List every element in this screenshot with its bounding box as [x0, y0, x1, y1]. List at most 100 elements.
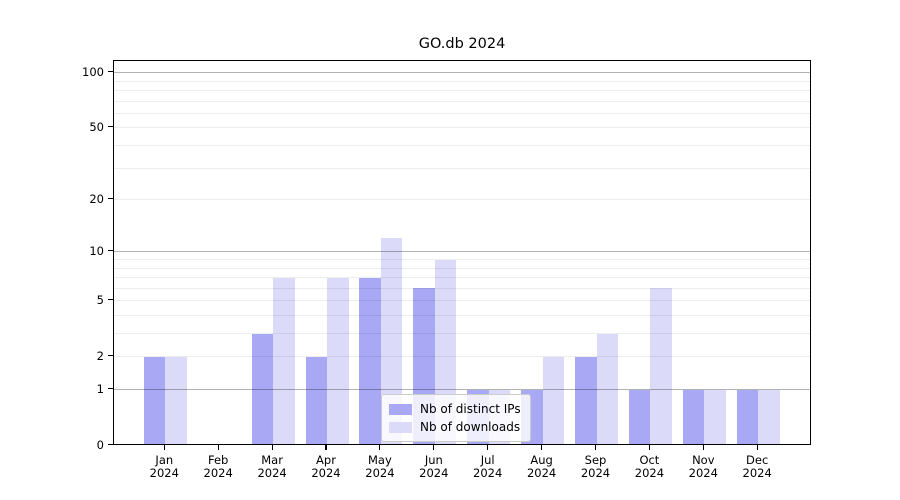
x-axis-tick-label: Dec 2024 — [726, 453, 788, 480]
x-axis-tick-sublabel: 2024 — [203, 465, 233, 480]
y-axis-tick — [108, 387, 113, 390]
minor-gridline — [114, 277, 810, 279]
x-axis-tick-label: Oct 2024 — [618, 453, 680, 480]
x-axis-tick-sublabel: 2024 — [419, 465, 449, 480]
x-axis-tick-label: May 2024 — [349, 453, 411, 480]
legend-row: Nb of downloads — [389, 418, 521, 436]
legend-row: Nb of distinct IPs — [389, 400, 521, 418]
x-axis-tick-label: Mar 2024 — [241, 453, 303, 480]
major-gridline — [114, 389, 810, 390]
bar-mar-distinct-ips — [251, 333, 274, 444]
y-axis-tick-label: 50 — [89, 119, 104, 134]
x-axis-tick — [541, 444, 543, 450]
minor-gridline — [114, 145, 810, 147]
bar-nov-downloads — [704, 389, 726, 444]
x-axis-tick-sublabel: 2024 — [311, 465, 341, 480]
bar-sep-downloads — [596, 333, 618, 444]
y-axis-tick-label: 20 — [89, 191, 104, 206]
y-axis-tick — [108, 71, 113, 73]
bars-layer — [114, 61, 810, 444]
x-axis-tick — [271, 444, 273, 450]
x-axis-tick-label: Nov 2024 — [672, 453, 734, 480]
minor-gridline — [114, 300, 810, 302]
x-axis-tick — [379, 444, 381, 450]
major-gridline — [114, 251, 810, 253]
x-axis-tick — [487, 444, 489, 450]
chart-title: GO.db 2024 — [418, 36, 506, 52]
x-axis-tick — [433, 444, 435, 450]
y-axis-tick — [108, 443, 113, 446]
x-axis-tick — [594, 444, 597, 450]
x-axis-tick-label: Sep 2024 — [565, 453, 627, 480]
bar-apr-downloads — [327, 277, 349, 444]
legend-label: Nb of downloads — [420, 420, 521, 434]
x-axis-tick-label: Apr 2024 — [295, 453, 357, 480]
x-axis-tick-label: Feb 2024 — [187, 453, 249, 480]
x-axis-tick — [217, 444, 219, 450]
x-axis-tick-sublabel: 2024 — [742, 465, 772, 480]
y-axis-tick-label: 0 — [96, 437, 104, 452]
minor-gridline — [114, 100, 810, 102]
bar-dec-distinct-ips — [736, 389, 759, 444]
x-axis-tick — [648, 444, 650, 450]
minor-gridline — [114, 267, 810, 269]
y-axis-tick — [108, 250, 113, 252]
x-axis-tick — [325, 444, 327, 450]
bar-aug-downloads — [542, 356, 565, 444]
y-axis-tick — [108, 197, 113, 200]
y-axis-tick-label: 1 — [96, 381, 104, 396]
x-axis-tick-sublabel: 2024 — [257, 465, 287, 480]
bar-may-distinct-ips — [359, 277, 381, 444]
y-axis-tick-label: 100 — [82, 64, 104, 79]
bar-apr-distinct-ips — [305, 356, 327, 444]
minor-gridline — [114, 259, 810, 260]
bar-may-downloads — [380, 238, 403, 444]
y-axis-tick-label: 10 — [89, 243, 104, 258]
x-axis-tick-label: Jan 2024 — [133, 453, 195, 480]
y-axis-tick — [108, 126, 113, 128]
minor-gridline — [114, 127, 810, 129]
bar-mar-downloads — [273, 277, 295, 444]
x-axis-tick — [702, 444, 704, 450]
minor-gridline — [114, 333, 810, 335]
minor-gridline — [114, 90, 810, 92]
minor-gridline — [114, 287, 810, 289]
y-axis-tick-label: 5 — [96, 292, 104, 307]
x-axis-tick-label: Jun 2024 — [403, 453, 465, 480]
plot-area: Nb of distinct IPs Nb of downloads — [113, 60, 811, 445]
x-axis-tick-sublabel: 2024 — [526, 465, 557, 480]
minor-gridline — [114, 199, 810, 201]
legend: Nb of distinct IPs Nb of downloads — [381, 394, 531, 442]
bar-dec-downloads — [758, 389, 780, 444]
minor-gridline — [114, 80, 810, 82]
y-axis-tick — [108, 299, 113, 301]
bar-jan-distinct-ips — [143, 356, 166, 444]
minor-gridline — [114, 112, 810, 114]
bar-sep-distinct-ips — [575, 356, 597, 444]
x-axis-tick-sublabel: 2024 — [365, 465, 395, 480]
plot-canvas: Nb of distinct IPs Nb of downloads — [114, 61, 810, 444]
x-axis-tick-sublabel: 2024 — [473, 465, 503, 480]
bar-jan-downloads — [165, 356, 187, 444]
y-axis-tick-label: 2 — [96, 348, 104, 363]
x-axis-tick-label: Jul 2024 — [457, 453, 519, 480]
bar-oct-distinct-ips — [628, 389, 651, 444]
legend-swatch-icon — [389, 403, 412, 415]
minor-gridline — [114, 356, 810, 358]
legend-swatch-icon — [389, 421, 412, 433]
major-gridline — [114, 72, 810, 74]
bar-nov-distinct-ips — [682, 389, 705, 444]
x-axis-tick-sublabel: 2024 — [688, 465, 718, 480]
y-axis-tick — [108, 355, 113, 357]
x-axis-tick-sublabel: 2024 — [580, 465, 611, 480]
legend-label: Nb of distinct IPs — [420, 402, 521, 416]
x-axis-tick — [756, 444, 758, 450]
minor-gridline — [114, 314, 810, 316]
x-axis-tick-sublabel: 2024 — [634, 465, 665, 480]
x-axis-tick — [163, 444, 165, 450]
x-axis-tick-label: Aug 2024 — [511, 453, 573, 480]
x-axis-tick-sublabel: 2024 — [149, 465, 179, 480]
bar-oct-downloads — [650, 288, 672, 444]
minor-gridline — [114, 167, 810, 169]
